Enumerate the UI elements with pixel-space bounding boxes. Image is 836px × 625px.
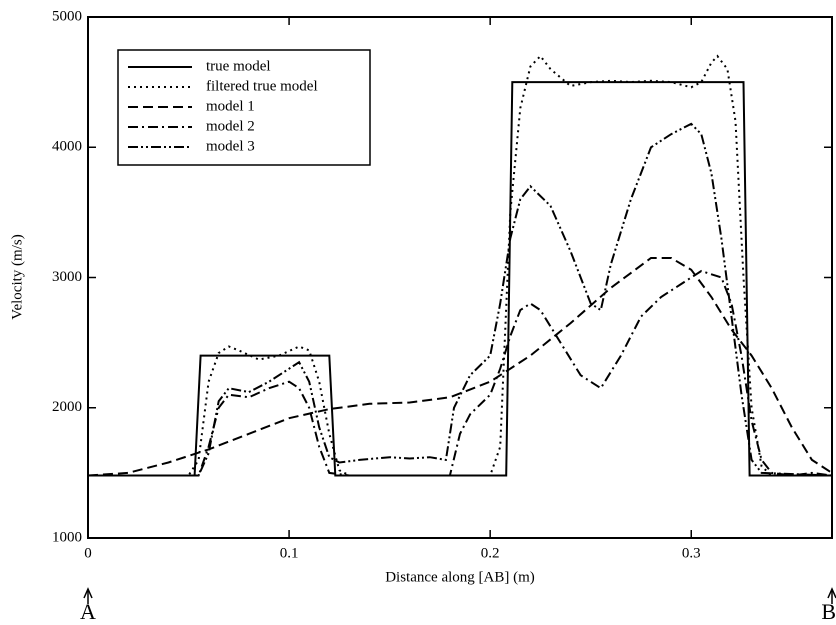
series-line <box>88 54 832 477</box>
legend-label: model 2 <box>206 118 255 134</box>
series-line <box>88 269 833 477</box>
y-tick-label: 5000 <box>52 8 82 24</box>
annotation: B <box>821 599 836 624</box>
x-tick-label: 0.1 <box>280 545 299 561</box>
x-axis-label: Distance along [AB] (m) <box>385 569 535 585</box>
y-axis-label: Velocity (m/s) <box>9 234 25 319</box>
y-tick-label: 4000 <box>52 139 82 155</box>
legend-label: model 1 <box>206 98 255 114</box>
legend-label: filtered true model <box>206 78 318 94</box>
x-tick-label: 0 <box>84 545 92 561</box>
annotation-arrowhead <box>83 587 93 599</box>
annotation: A <box>80 599 96 624</box>
annotation-arrowhead <box>827 587 836 599</box>
x-tick-label: 0.3 <box>682 545 701 561</box>
series-line <box>87 257 833 477</box>
y-tick-label: 3000 <box>52 269 82 285</box>
plot-frame <box>87 16 833 539</box>
legend-label: true model <box>206 58 271 74</box>
y-tick-label: 1000 <box>52 529 82 545</box>
x-tick-label: 0.2 <box>481 545 500 561</box>
series-line <box>88 122 833 477</box>
y-tick-label: 2000 <box>52 399 82 415</box>
legend-label: model 3 <box>206 138 255 154</box>
